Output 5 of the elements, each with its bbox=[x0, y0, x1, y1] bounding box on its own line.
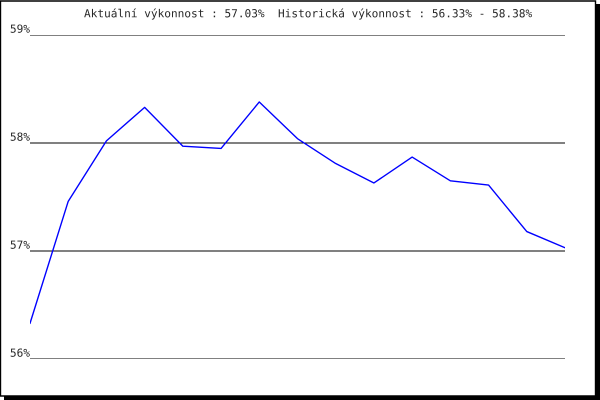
y-tick-label: 57% bbox=[10, 240, 30, 249]
y-tick-label: 56% bbox=[10, 348, 30, 357]
y-tick-label: 59% bbox=[10, 24, 30, 33]
chart-title: Aktuální výkonnost : 57.03% Historická výkonnost : 56.33% - 58.38% bbox=[84, 8, 532, 20]
y-tick-label: 58% bbox=[10, 132, 30, 141]
